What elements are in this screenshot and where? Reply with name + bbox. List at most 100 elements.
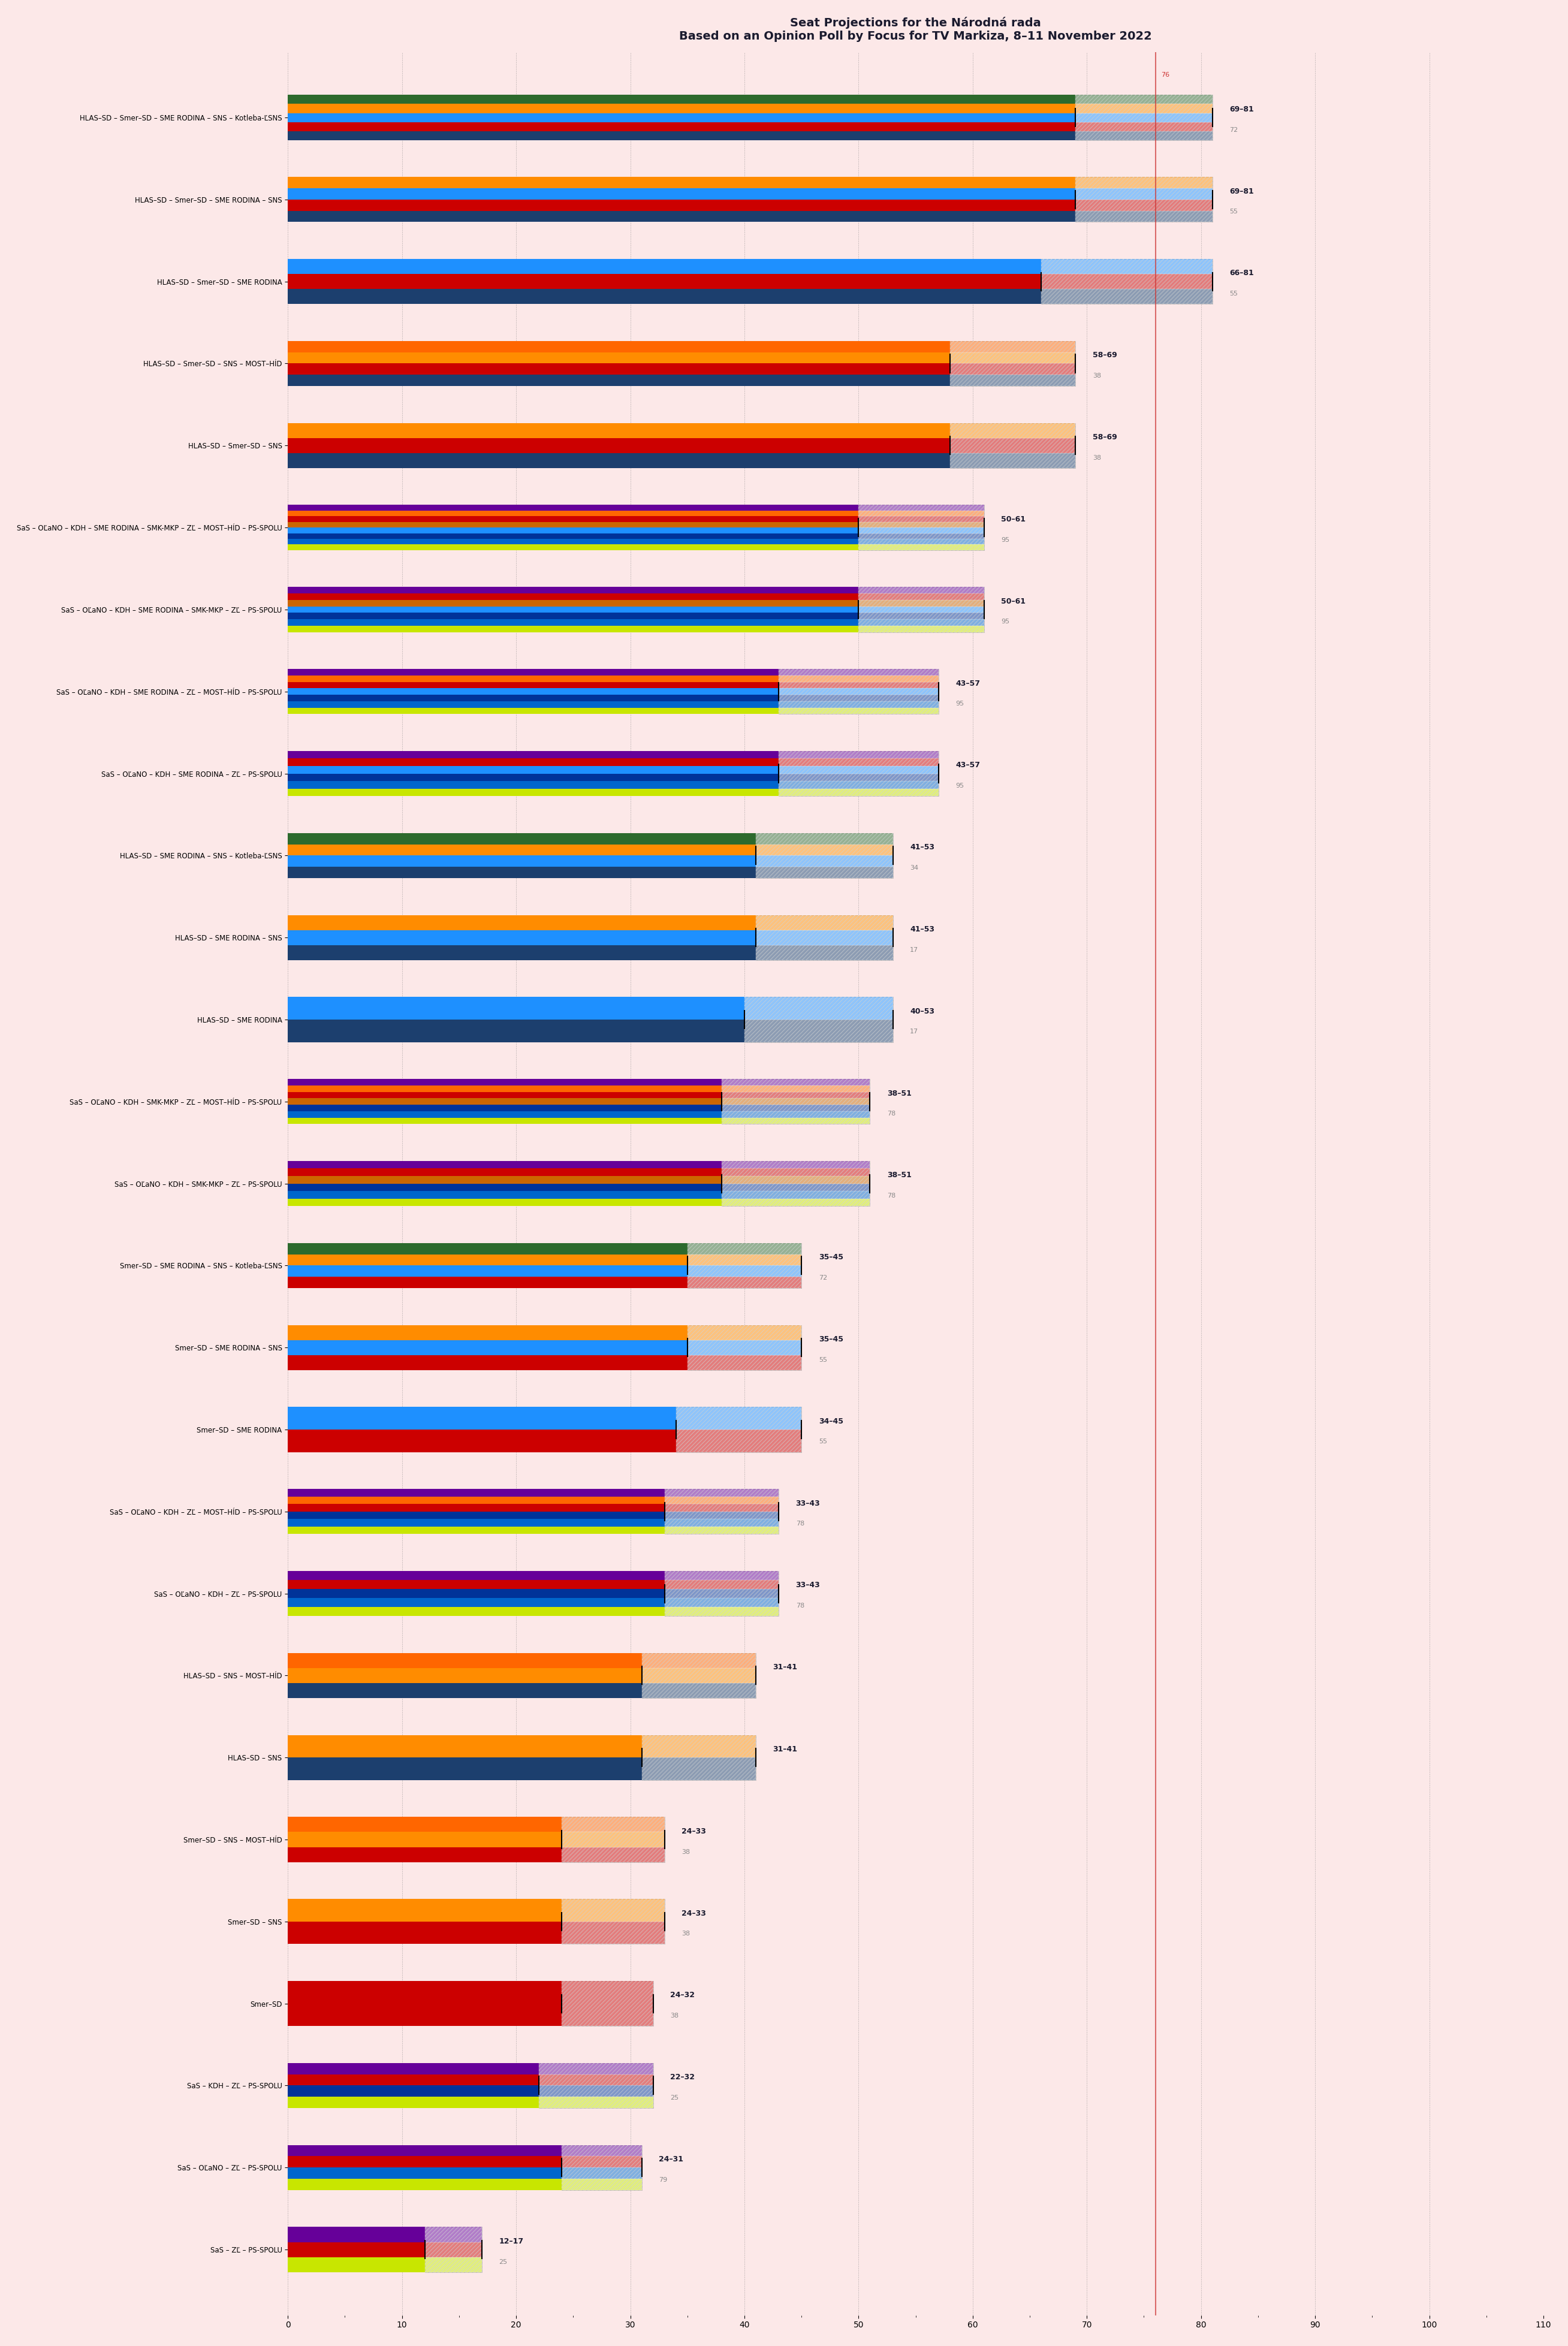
- Bar: [289, 1243, 687, 1255]
- Text: 58–69: 58–69: [1093, 352, 1116, 359]
- Bar: [289, 1105, 721, 1112]
- Bar: [721, 1175, 870, 1182]
- Bar: [289, 1264, 687, 1276]
- Text: 72: 72: [818, 1274, 828, 1281]
- Bar: [539, 2086, 654, 2097]
- Bar: [289, 1021, 745, 1042]
- Bar: [289, 1175, 721, 1182]
- Bar: [779, 701, 939, 708]
- Bar: [859, 521, 985, 528]
- Bar: [665, 1490, 779, 1497]
- Bar: [1041, 258, 1212, 274]
- Bar: [289, 1921, 561, 1945]
- Bar: [756, 915, 892, 960]
- Text: 78: 78: [887, 1192, 895, 1199]
- Bar: [289, 540, 859, 544]
- Bar: [289, 1340, 687, 1356]
- Bar: [289, 1255, 687, 1264]
- Bar: [950, 375, 1076, 387]
- Bar: [289, 833, 756, 845]
- Bar: [289, 758, 779, 767]
- Bar: [756, 945, 892, 960]
- Bar: [756, 915, 892, 929]
- Bar: [289, 1832, 561, 1846]
- Bar: [289, 1579, 665, 1588]
- Bar: [289, 1682, 641, 1699]
- Bar: [289, 2257, 425, 2271]
- Bar: [779, 788, 939, 795]
- Bar: [950, 340, 1076, 352]
- Bar: [289, 845, 756, 856]
- Bar: [289, 1736, 641, 1757]
- Bar: [859, 605, 985, 612]
- Text: 38: 38: [1093, 455, 1101, 460]
- Bar: [289, 1161, 721, 1168]
- Bar: [721, 1086, 870, 1091]
- Bar: [665, 1497, 779, 1504]
- Text: 25: 25: [499, 2259, 508, 2264]
- Bar: [779, 676, 939, 683]
- Bar: [859, 544, 985, 549]
- Bar: [859, 626, 985, 631]
- Bar: [289, 612, 859, 619]
- Bar: [289, 687, 779, 694]
- Bar: [289, 1511, 665, 1520]
- Bar: [289, 131, 1076, 141]
- Bar: [721, 1091, 870, 1098]
- Bar: [289, 605, 859, 612]
- Text: 55: 55: [818, 1356, 826, 1363]
- Bar: [721, 1105, 870, 1112]
- Bar: [859, 586, 985, 594]
- Bar: [950, 364, 1076, 375]
- Bar: [289, 619, 859, 626]
- Bar: [561, 1980, 654, 2027]
- Text: 38: 38: [670, 2013, 679, 2020]
- Bar: [289, 1408, 676, 1429]
- Bar: [950, 422, 1076, 439]
- Bar: [425, 2243, 481, 2257]
- Bar: [665, 1511, 779, 1520]
- Text: 41–53: 41–53: [909, 924, 935, 934]
- Bar: [289, 1276, 687, 1288]
- Bar: [289, 94, 1076, 103]
- Bar: [289, 1757, 641, 1781]
- Bar: [1041, 274, 1212, 289]
- Bar: [687, 1325, 801, 1340]
- Bar: [641, 1668, 756, 1682]
- Bar: [289, 1325, 687, 1340]
- Bar: [289, 929, 756, 945]
- Bar: [539, 2062, 654, 2109]
- Bar: [721, 1192, 870, 1199]
- Bar: [561, 1980, 654, 2027]
- Bar: [289, 113, 1076, 122]
- Bar: [745, 1021, 892, 1042]
- Bar: [1076, 211, 1212, 223]
- Text: 24–31: 24–31: [659, 2156, 684, 2163]
- Bar: [561, 1818, 665, 1863]
- Bar: [779, 758, 939, 767]
- Bar: [641, 1654, 756, 1668]
- Bar: [289, 601, 859, 605]
- Bar: [289, 1490, 665, 1497]
- Bar: [687, 1356, 801, 1370]
- Bar: [665, 1520, 779, 1527]
- Bar: [859, 619, 985, 626]
- Bar: [561, 1846, 665, 1863]
- Text: 55: 55: [1229, 209, 1237, 216]
- Bar: [950, 422, 1076, 469]
- Bar: [289, 1527, 665, 1534]
- Text: 66–81: 66–81: [1229, 270, 1254, 277]
- Bar: [289, 708, 779, 713]
- Text: 24–33: 24–33: [682, 1828, 706, 1835]
- Bar: [289, 1598, 665, 1607]
- Bar: [289, 997, 745, 1021]
- Bar: [756, 845, 892, 856]
- Bar: [289, 258, 1041, 274]
- Bar: [289, 1818, 561, 1832]
- Bar: [561, 2144, 641, 2156]
- Bar: [859, 516, 985, 521]
- Bar: [289, 2243, 425, 2257]
- Bar: [641, 1736, 756, 1781]
- Bar: [289, 1192, 721, 1199]
- Text: 22–32: 22–32: [670, 2074, 695, 2081]
